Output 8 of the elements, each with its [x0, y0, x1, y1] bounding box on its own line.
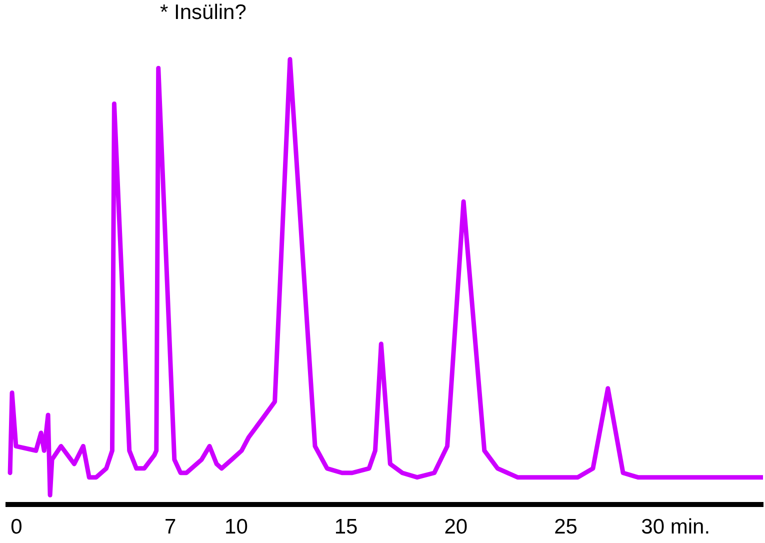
x-tick-label: 15	[334, 516, 358, 538]
text: * Insülin?	[160, 1, 246, 24]
x-tick-label: 30 min.	[641, 516, 710, 538]
x-tick-label: 7	[164, 516, 176, 538]
x-tick-label: 20	[444, 516, 468, 538]
x-tick-label: 0	[10, 516, 22, 538]
x-tick-label: 10	[224, 516, 248, 538]
x-tick-label: 25	[554, 516, 578, 538]
